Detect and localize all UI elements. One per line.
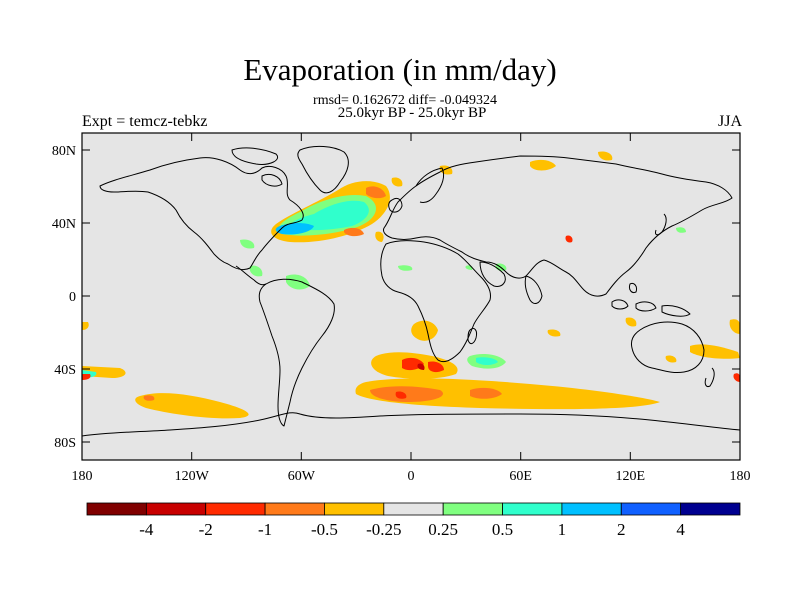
colorbar-box (620, 502, 682, 516)
coastline-madagascar (467, 327, 477, 345)
colorbar-box (86, 502, 147, 516)
coastlines (81, 145, 741, 437)
coastline-japan (655, 213, 667, 236)
colorbar-box (680, 502, 741, 516)
lon-label: 120W (175, 469, 210, 484)
anomaly-patch (391, 177, 403, 187)
anomaly-patch (470, 387, 502, 399)
anomaly-patch (598, 151, 613, 161)
anomaly-patch (240, 239, 255, 249)
colorbar-label: -2 (199, 520, 213, 539)
colorbar-box (442, 502, 503, 516)
lat-label: 80S (54, 436, 76, 451)
coastline-uk (388, 197, 403, 213)
coastline-central-america (235, 265, 267, 286)
anomaly-patch (286, 274, 310, 290)
coastline-se-asia-islands (661, 305, 691, 317)
anomaly-patch (290, 200, 369, 231)
anomaly-patch (411, 320, 438, 341)
lat-label: 80N (52, 144, 76, 159)
coastline-eurasia (383, 155, 733, 297)
colorbar-label: -0.5 (311, 520, 338, 539)
anomaly-patch (417, 363, 425, 370)
period-subtitle: 25.0kyr BP - 25.0kyr BP (337, 105, 487, 121)
season-label: JJA (717, 113, 742, 130)
anomaly-patch (547, 329, 561, 337)
colorbar-label: 0.25 (428, 520, 458, 539)
coastline-new-zealand (704, 367, 715, 387)
colorbar-box (561, 502, 622, 516)
anomaly-patch (143, 395, 155, 401)
coastline-greenland (297, 145, 349, 194)
colorbar-box (383, 502, 444, 516)
colorbar-label: -0.25 (366, 520, 401, 539)
coastline-north-america (99, 157, 304, 271)
lon-label: 0 (408, 469, 415, 484)
lon-label: 60W (288, 469, 316, 484)
anomaly-patch (565, 235, 573, 243)
experiment-label: Expt = temcz-tebkz (82, 113, 208, 130)
coastline-south-america (258, 278, 335, 427)
colorbar-box (205, 502, 266, 516)
anomaly-patch (249, 265, 263, 277)
lat-label: 0 (69, 290, 76, 305)
anomaly-patch (344, 227, 364, 237)
coastline-se-asia-islands (635, 301, 657, 312)
coastline-arctic-islands (261, 173, 283, 187)
map-title: Evaporation (in mm/day) (243, 52, 557, 87)
colorbar-label: 1 (558, 520, 567, 539)
longitude-axis: 180 120W 60W 0 60E 120E 180 (72, 133, 751, 484)
coastline-se-asia-islands (611, 299, 629, 310)
anomaly-patch (355, 378, 660, 410)
colorbar-box (324, 502, 385, 516)
anomaly-patch (135, 393, 249, 419)
latitude-axis: 80N 40N 0 40S 80S (52, 144, 740, 451)
coastline-australia (631, 321, 705, 373)
anomaly-patch (676, 227, 686, 233)
anomaly-patch (398, 265, 413, 271)
colorbar-label: 2 (617, 520, 626, 539)
anomaly-patch (395, 391, 407, 399)
anomaly-patch (370, 386, 444, 402)
anomaly-patch (665, 355, 677, 363)
anomaly-patch (530, 159, 556, 171)
anomaly-patch (82, 374, 91, 380)
coastline-se-asia-islands (629, 283, 637, 293)
colorbar-label: 0.5 (492, 520, 513, 539)
lon-label: 180 (730, 469, 751, 484)
lon-label: 60E (509, 469, 532, 484)
anomaly-patch (476, 357, 498, 365)
lat-label: 40S (54, 363, 76, 378)
colorbar: -4 -2 -1 -0.5 -0.25 0.25 0.5 1 2 4 (86, 502, 741, 539)
colorbar-box (264, 502, 325, 516)
colorbar-label: 4 (676, 520, 685, 539)
anomaly-patch (375, 231, 384, 242)
anomaly-patches (82, 151, 740, 419)
anomaly-patch (428, 361, 444, 373)
anomaly-patch (625, 317, 637, 327)
colorbar-label: -4 (139, 520, 154, 539)
anomaly-patch (690, 344, 740, 359)
coastline-antarctica (81, 412, 741, 437)
anomaly-patch (729, 319, 740, 334)
lat-label: 40N (52, 217, 76, 232)
anomaly-patch (366, 186, 386, 199)
anomaly-patch (82, 322, 89, 330)
anomaly-patch (733, 373, 740, 382)
stats-subtitle: rmsd= 0.162672 diff= -0.049324 (313, 93, 497, 108)
colorbar-box (145, 502, 207, 516)
coastline-arctic-islands (231, 147, 278, 165)
colorbar-box (502, 502, 563, 516)
colorbar-label: -1 (258, 520, 272, 539)
lon-label: 120E (616, 469, 646, 484)
coastline-scandinavia (415, 167, 445, 203)
coastline-africa (380, 240, 491, 363)
lon-label: 180 (72, 469, 93, 484)
coastline-arabia (479, 261, 506, 287)
coastline-india (524, 275, 543, 304)
